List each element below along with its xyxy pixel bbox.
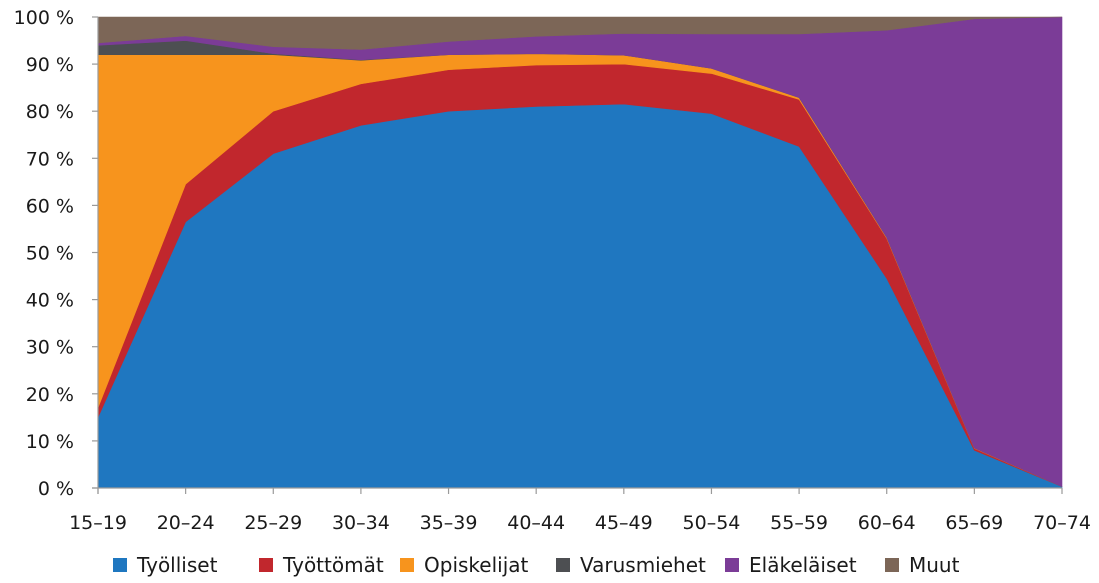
x-tick-label: 50–54	[683, 512, 741, 534]
y-tick-label: 50 %	[26, 243, 74, 265]
y-tick-label: 30 %	[26, 337, 74, 359]
legend-label: Muut	[909, 553, 960, 577]
x-tick-labels: 15–19 20–24 25–29 30–34 35–39 40–44 45–49 50–54…	[69, 512, 1091, 534]
legend-swatch	[400, 558, 414, 572]
x-tick-label: 35–39	[420, 512, 478, 534]
legend-swatch	[556, 558, 570, 572]
y-tick-label: 90 %	[26, 54, 74, 76]
x-tick-label: 30–34	[332, 512, 390, 534]
legend-item: Työlliset	[113, 553, 218, 577]
y-tick-label: 10 %	[26, 431, 74, 453]
legend-item: Varusmiehet	[556, 553, 706, 577]
legend-swatch	[259, 558, 273, 572]
legend-label: Varusmiehet	[580, 553, 706, 577]
legend-label: Opiskelijat	[424, 553, 529, 577]
legend-swatch	[113, 558, 127, 572]
x-tick-label: 70–74	[1033, 512, 1091, 534]
axes-layer	[92, 16, 1063, 494]
legend: Työlliset Työttömät Opiskelijat Varusmiehet…	[113, 553, 960, 577]
y-tick-labels: 0 % 10 % 20 % 30 % 40 % 50 % 60 % 70 % 80 % 90 % 1…	[14, 7, 74, 500]
x-tick-label: 60–64	[858, 512, 916, 534]
x-tick-label: 15–19	[69, 512, 127, 534]
legend-swatch	[885, 558, 899, 572]
legend-item: Muut	[885, 553, 960, 577]
x-tick-label: 25–29	[244, 512, 302, 534]
x-tick-label: 20–24	[157, 512, 215, 534]
legend-item: Työttömät	[259, 553, 384, 577]
x-tick-label: 45–49	[595, 512, 653, 534]
y-tick-label: 80 %	[26, 101, 74, 123]
legend-label: Työlliset	[136, 553, 218, 577]
areas-layer	[97, 16, 1063, 489]
legend-label: Työttömät	[282, 553, 384, 577]
y-tick-label: 20 %	[26, 384, 74, 406]
y-tick-label: 60 %	[26, 195, 74, 217]
y-tick-label: 0 %	[38, 478, 74, 500]
x-tick-label: 40–44	[507, 512, 565, 534]
legend-swatch	[725, 558, 739, 572]
y-tick-label: 40 %	[26, 290, 74, 312]
y-tick-label: 100 %	[14, 7, 74, 29]
x-tick-label: 65–69	[945, 512, 1003, 534]
legend-item: Opiskelijat	[400, 553, 529, 577]
legend-label: Eläkeläiset	[749, 553, 857, 577]
x-tick-label: 55–59	[770, 512, 828, 534]
legend-item: Eläkeläiset	[725, 553, 857, 577]
area-muut	[97, 16, 1063, 50]
y-tick-label: 70 %	[26, 148, 74, 170]
